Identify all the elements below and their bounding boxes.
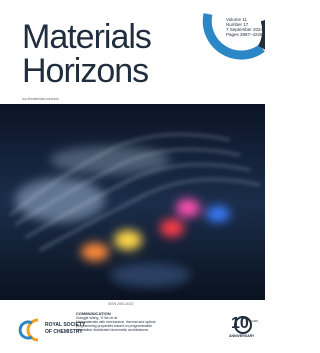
url: rsc.li/materials-horizons (22, 97, 59, 101)
anniversary-text: ANNIVERSARY (229, 334, 254, 338)
pages: Pages 3987–4226 (226, 32, 263, 37)
journal-title: Horizons (22, 54, 148, 88)
anniversary-number: 10 (231, 316, 249, 332)
issn: ISSN 2051-6347 (108, 302, 134, 306)
journal-cover: Materials Horizons Volume 11 Number 17 7… (0, 0, 265, 353)
anniversary-text: YEARS (248, 319, 258, 323)
logo (20, 320, 38, 340)
journal-title: Materials (22, 20, 151, 54)
article-title: Metamaterials with mechanical, thermal a… (76, 320, 158, 332)
